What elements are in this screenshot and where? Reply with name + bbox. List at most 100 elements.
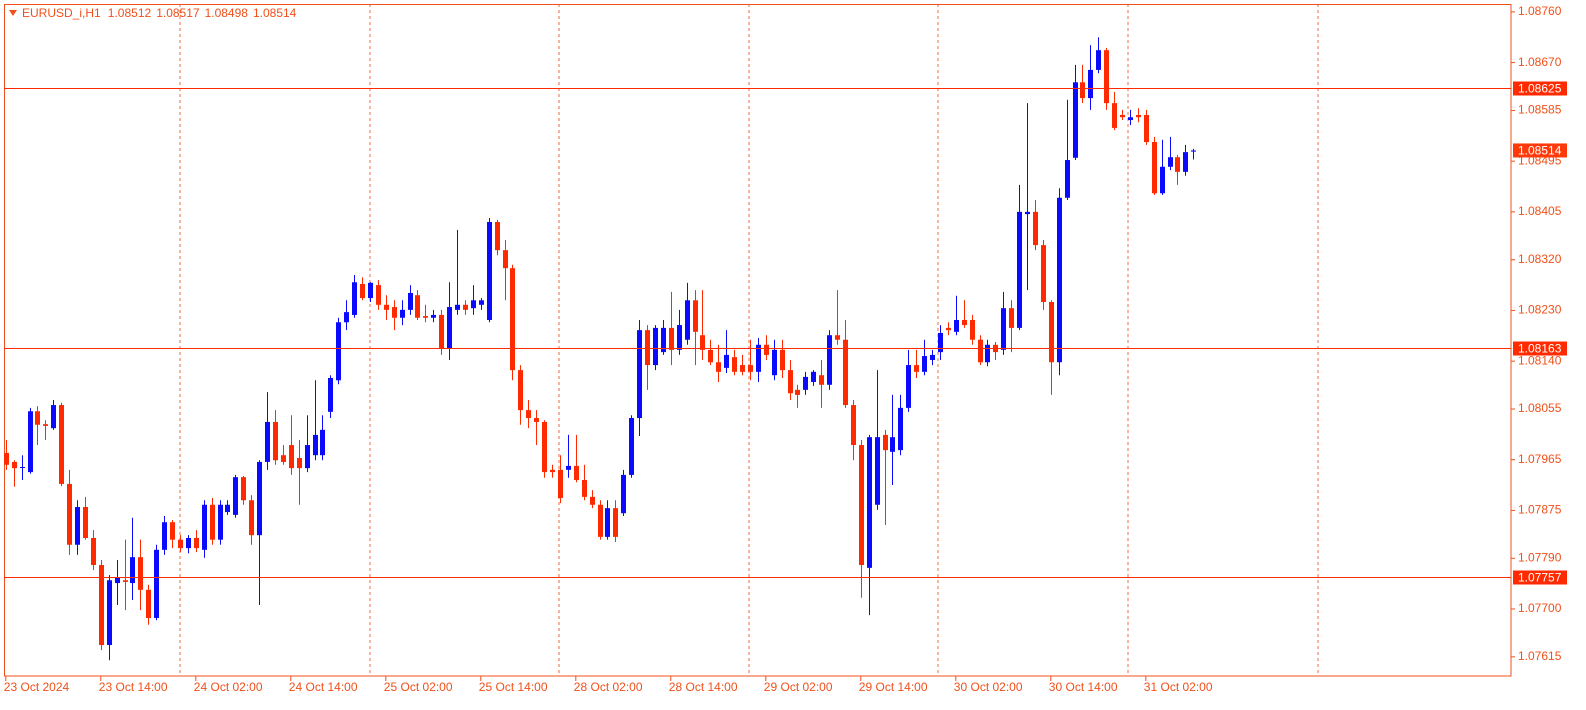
header-high: 1.08517 [156, 6, 200, 20]
candle-body [605, 508, 610, 537]
candle-body [313, 434, 318, 456]
candle-body [558, 469, 563, 499]
y-tick-label: 1.07615 [1518, 649, 1562, 663]
candle-body [788, 370, 793, 394]
candle-body [83, 507, 88, 538]
candle-body [851, 405, 856, 446]
candle-body [795, 389, 800, 395]
candle-body [91, 537, 96, 566]
header-close: 1.08514 [253, 6, 297, 20]
candle-body [99, 565, 104, 646]
y-tick-label: 1.08320 [1518, 252, 1562, 266]
candle-body [1080, 82, 1085, 99]
candle-body [154, 549, 159, 618]
candle-body [1152, 142, 1157, 194]
candle-body [629, 418, 634, 475]
candle-body [43, 424, 48, 426]
x-tick-label: 28 Oct 14:00 [669, 680, 738, 694]
candle-body [1096, 50, 1101, 70]
candle-body [621, 474, 626, 514]
y-tick-label: 1.08760 [1518, 4, 1562, 18]
candle-body [194, 537, 199, 549]
candle-body [859, 445, 864, 566]
candle-body [107, 580, 112, 646]
candle-body [811, 371, 816, 382]
candle-body [400, 309, 405, 318]
candle-body [922, 356, 927, 372]
level-label-box [1513, 81, 1567, 96]
x-tick-label: 23 Oct 14:00 [99, 680, 168, 694]
candle-body [1033, 211, 1038, 246]
candle-body [368, 282, 373, 299]
candle-body [123, 580, 128, 582]
candle-body [645, 330, 650, 366]
candle-body [653, 327, 658, 366]
candle-body [328, 378, 333, 412]
candle-body [336, 322, 341, 381]
candle-body [265, 421, 270, 462]
candle-body [463, 304, 468, 310]
candle-body [661, 327, 666, 353]
candle-body [1088, 69, 1093, 99]
candle-body [962, 320, 967, 326]
candle-body [439, 314, 444, 349]
candle-body [772, 349, 777, 376]
candle-body [503, 250, 508, 269]
candle-body [1160, 166, 1165, 194]
candle-body [867, 437, 872, 568]
candle-body [162, 522, 167, 550]
candle-body [566, 465, 571, 470]
last-price-label: 1.08514 [1518, 144, 1562, 158]
candle-body [376, 285, 381, 305]
candle-body [700, 335, 705, 350]
candle-body [970, 320, 975, 340]
y-tick-label: 1.08405 [1518, 204, 1562, 218]
candle-body [289, 445, 294, 469]
candle-body [890, 437, 895, 452]
candle-body [1175, 157, 1180, 172]
candles [4, 37, 1196, 661]
candle-body [526, 410, 531, 419]
candle-body [320, 429, 325, 456]
candle-body [756, 344, 761, 372]
candle-body [4, 452, 9, 465]
candle-body [273, 421, 278, 461]
candle-body [1049, 301, 1054, 363]
candle-body [693, 300, 698, 332]
x-tick-label: 30 Oct 14:00 [1049, 680, 1118, 694]
candle-body [392, 307, 397, 318]
candle-body [1057, 197, 1062, 363]
candle-body [954, 320, 959, 332]
x-tick-label: 23 Oct 2024 [4, 680, 70, 694]
candle-body [946, 327, 951, 331]
header-low: 1.08498 [205, 6, 249, 20]
x-tick-label: 30 Oct 02:00 [954, 680, 1023, 694]
candle-body [28, 411, 33, 473]
candle-body [685, 300, 690, 340]
candle-body [146, 589, 151, 618]
y-tick-label: 1.08585 [1518, 103, 1562, 117]
candle-body [1144, 114, 1149, 143]
candle-body [1009, 308, 1014, 328]
candle-body [218, 504, 223, 540]
y-tick-label: 1.07700 [1518, 601, 1562, 615]
level-label: 1.08625 [1518, 82, 1562, 96]
candle-body [344, 312, 349, 323]
candle-body [803, 376, 808, 390]
candle-body [352, 282, 357, 315]
candle-body [835, 335, 840, 340]
x-tick-label: 29 Oct 02:00 [764, 680, 833, 694]
candle-body [210, 504, 215, 540]
candle-body [1168, 157, 1173, 167]
candle-body [1191, 150, 1196, 152]
header-arrow[interactable] [9, 10, 17, 16]
candle-body [1104, 50, 1109, 104]
candle-body [384, 304, 389, 310]
candle-body [115, 577, 120, 584]
candle-body [67, 483, 72, 545]
candle-body [677, 325, 682, 350]
candle-body [1120, 114, 1125, 118]
